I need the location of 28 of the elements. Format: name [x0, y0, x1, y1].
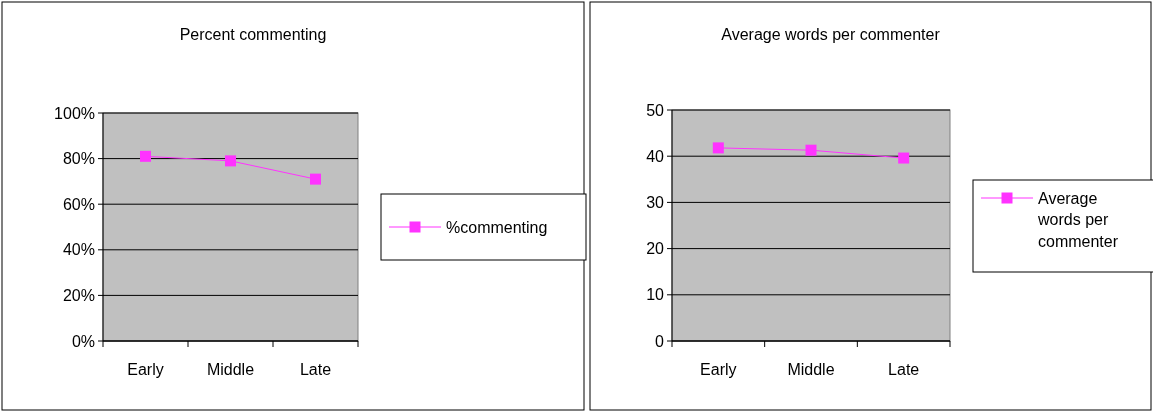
chart-title: Average words per commenter [721, 26, 941, 43]
point [140, 150, 151, 162]
x-tick-label: Middle [206, 361, 255, 378]
y-tick-label: 50 [646, 101, 665, 119]
y-tick-label: 20% [62, 287, 95, 304]
point [712, 142, 724, 154]
y-tick-label: 80% [62, 150, 95, 168]
y-tick-label: 0% [71, 332, 95, 350]
point [225, 155, 236, 167]
y-tick-label: 40% [62, 241, 95, 259]
legend-label: %commenting [446, 218, 548, 236]
x-tick-label: Middle [787, 361, 835, 378]
x-tick-label: Early [700, 361, 737, 378]
chart-title: Percent commenting [179, 26, 327, 43]
y-tick-label: 40 [646, 147, 665, 165]
y-tick-label: 30 [646, 194, 665, 211]
x-tick-label: Early [127, 361, 164, 378]
y-tick-label: 100% [54, 104, 95, 122]
point [310, 173, 321, 185]
point [898, 152, 910, 164]
legend-label: Average words per commenter [1037, 189, 1119, 250]
x-tick-label: Late [888, 361, 920, 378]
x-tick-label: Late [299, 361, 332, 378]
y-tick-label: 20 [646, 240, 665, 258]
y-tick-label: 0 [655, 332, 665, 350]
y-tick-label: 60% [62, 195, 95, 213]
point [805, 144, 817, 156]
y-tick-label: 10 [646, 286, 665, 304]
